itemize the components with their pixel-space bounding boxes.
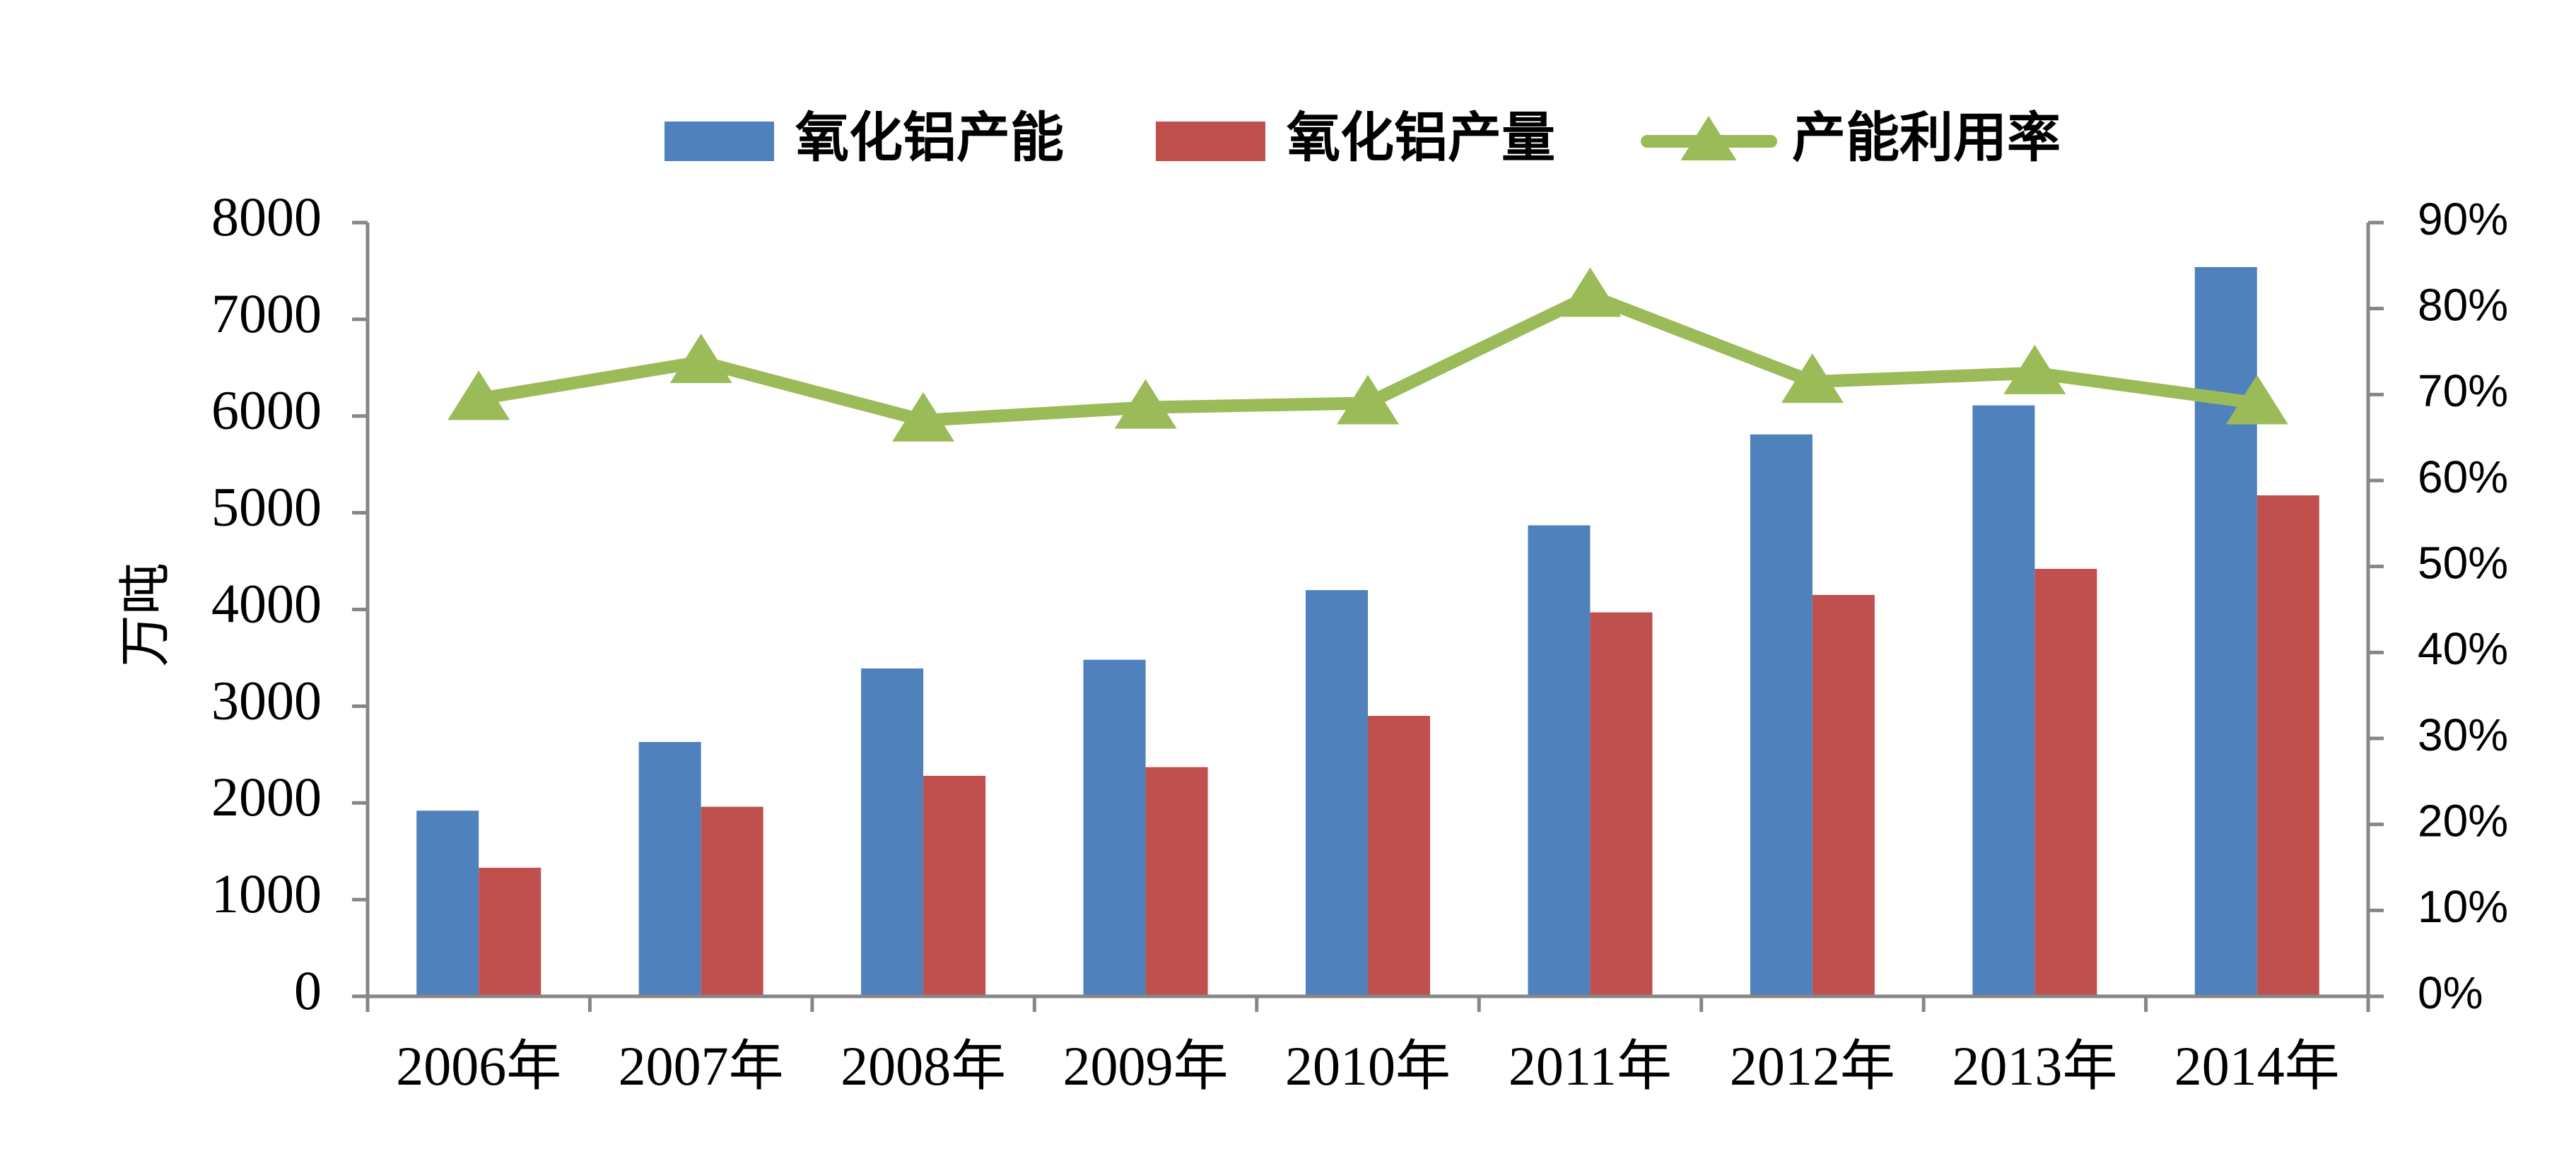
right-tick-label: 30% (2418, 709, 2508, 760)
right-tick-label: 70% (2418, 365, 2508, 416)
right-tick-label: 80% (2418, 280, 2508, 331)
right-tick-label: 60% (2418, 452, 2508, 502)
category-label-2012年: 2012年 (1730, 1035, 1895, 1097)
utilization-marker-2006年 (447, 370, 510, 420)
utilization-marker-2011年 (1559, 267, 1622, 317)
bar-capacity-2011年 (1528, 525, 1591, 996)
bar-output-2008年 (923, 775, 986, 996)
left-tick-label: 0 (294, 960, 322, 1021)
bar-capacity-2007年 (638, 742, 701, 996)
utilization-marker-2014年 (2225, 375, 2288, 425)
left-tick-label: 1000 (211, 863, 322, 924)
category-label-2011年: 2011年 (1509, 1035, 1672, 1097)
category-label-2006年: 2006年 (396, 1035, 561, 1097)
bar-capacity-2010年 (1306, 590, 1368, 996)
right-tick-label: 0% (2418, 967, 2483, 1018)
axes (352, 220, 2384, 1012)
legend-swatch-1 (1156, 122, 1265, 161)
right-axis-ticks: 0% 10% 20% 30% 40% 50% 60% 70% 80% 90% (2418, 194, 2508, 1018)
bar-output-2012年 (1812, 594, 1875, 996)
left-tick-label: 3000 (211, 669, 322, 731)
left-tick-label: 2000 (211, 766, 322, 827)
category-label-2013年: 2013年 (1952, 1035, 2117, 1097)
bar-output-2007年 (701, 806, 763, 996)
legend-swatch-0 (665, 122, 774, 161)
utilization-marker-2010年 (1337, 375, 1399, 425)
utilization-marker-2009年 (1114, 379, 1177, 429)
legend-triangle-swatch (1680, 116, 1737, 160)
utilization-marker-2013年 (2003, 344, 2066, 394)
category-label-2010年: 2010年 (1285, 1035, 1451, 1097)
left-tick-label: 6000 (211, 379, 322, 441)
left-tick-label: 5000 (211, 476, 322, 538)
category-label-2007年: 2007年 (619, 1035, 784, 1097)
legend-label-2: 产能利用率 (1792, 106, 2061, 169)
bar-output-2009年 (1145, 767, 1208, 996)
bar-capacity-2012年 (1750, 434, 1813, 996)
utilization-marker-2008年 (892, 391, 955, 442)
right-tick-label: 90% (2418, 194, 2508, 244)
bar-capacity-2006年 (416, 811, 479, 996)
left-axis-ticks: 0 1000 2000 3000 4000 5000 6000 7000 8000 (211, 186, 322, 1021)
left-tick-label: 4000 (211, 572, 322, 634)
bar-capacity-2008年 (861, 668, 924, 996)
legend: 氧化铝产能 氧化铝产量 产能利用率 (665, 106, 2061, 169)
legend-label-0: 氧化铝产能 (795, 106, 1064, 169)
bar-capacity-2009年 (1083, 659, 1146, 996)
bar-capacity-2013年 (1972, 405, 2035, 996)
category-labels: 2006年 2007年 2008年 2009年 2010年 2011年 2012年 2013年… (396, 1035, 2340, 1097)
y-axis-label: 万吨 (115, 562, 176, 667)
legend-label-1: 氧化铝产量 (1287, 106, 1555, 169)
bars (416, 266, 2319, 996)
right-tick-label: 40% (2418, 623, 2508, 674)
left-tick-label: 7000 (211, 283, 322, 344)
bar-output-2014年 (2256, 495, 2319, 996)
category-label-2008年: 2008年 (841, 1035, 1006, 1097)
bar-output-2013年 (2035, 569, 2097, 996)
right-tick-label: 10% (2418, 881, 2508, 932)
left-tick-label: 8000 (211, 186, 322, 247)
right-tick-label: 20% (2418, 796, 2508, 847)
utilization-marker-2012年 (1781, 353, 1844, 403)
bar-output-2006年 (479, 867, 541, 996)
utilization-marker-2007年 (669, 334, 732, 384)
category-label-2014年: 2014年 (2174, 1035, 2340, 1097)
bar-capacity-2014年 (2194, 266, 2257, 996)
bar-output-2011年 (1590, 612, 1653, 996)
bar-output-2010年 (1368, 716, 1430, 996)
category-label-2009年: 2009年 (1063, 1035, 1229, 1097)
utilization-line (447, 267, 2288, 442)
right-tick-label: 50% (2418, 538, 2508, 589)
